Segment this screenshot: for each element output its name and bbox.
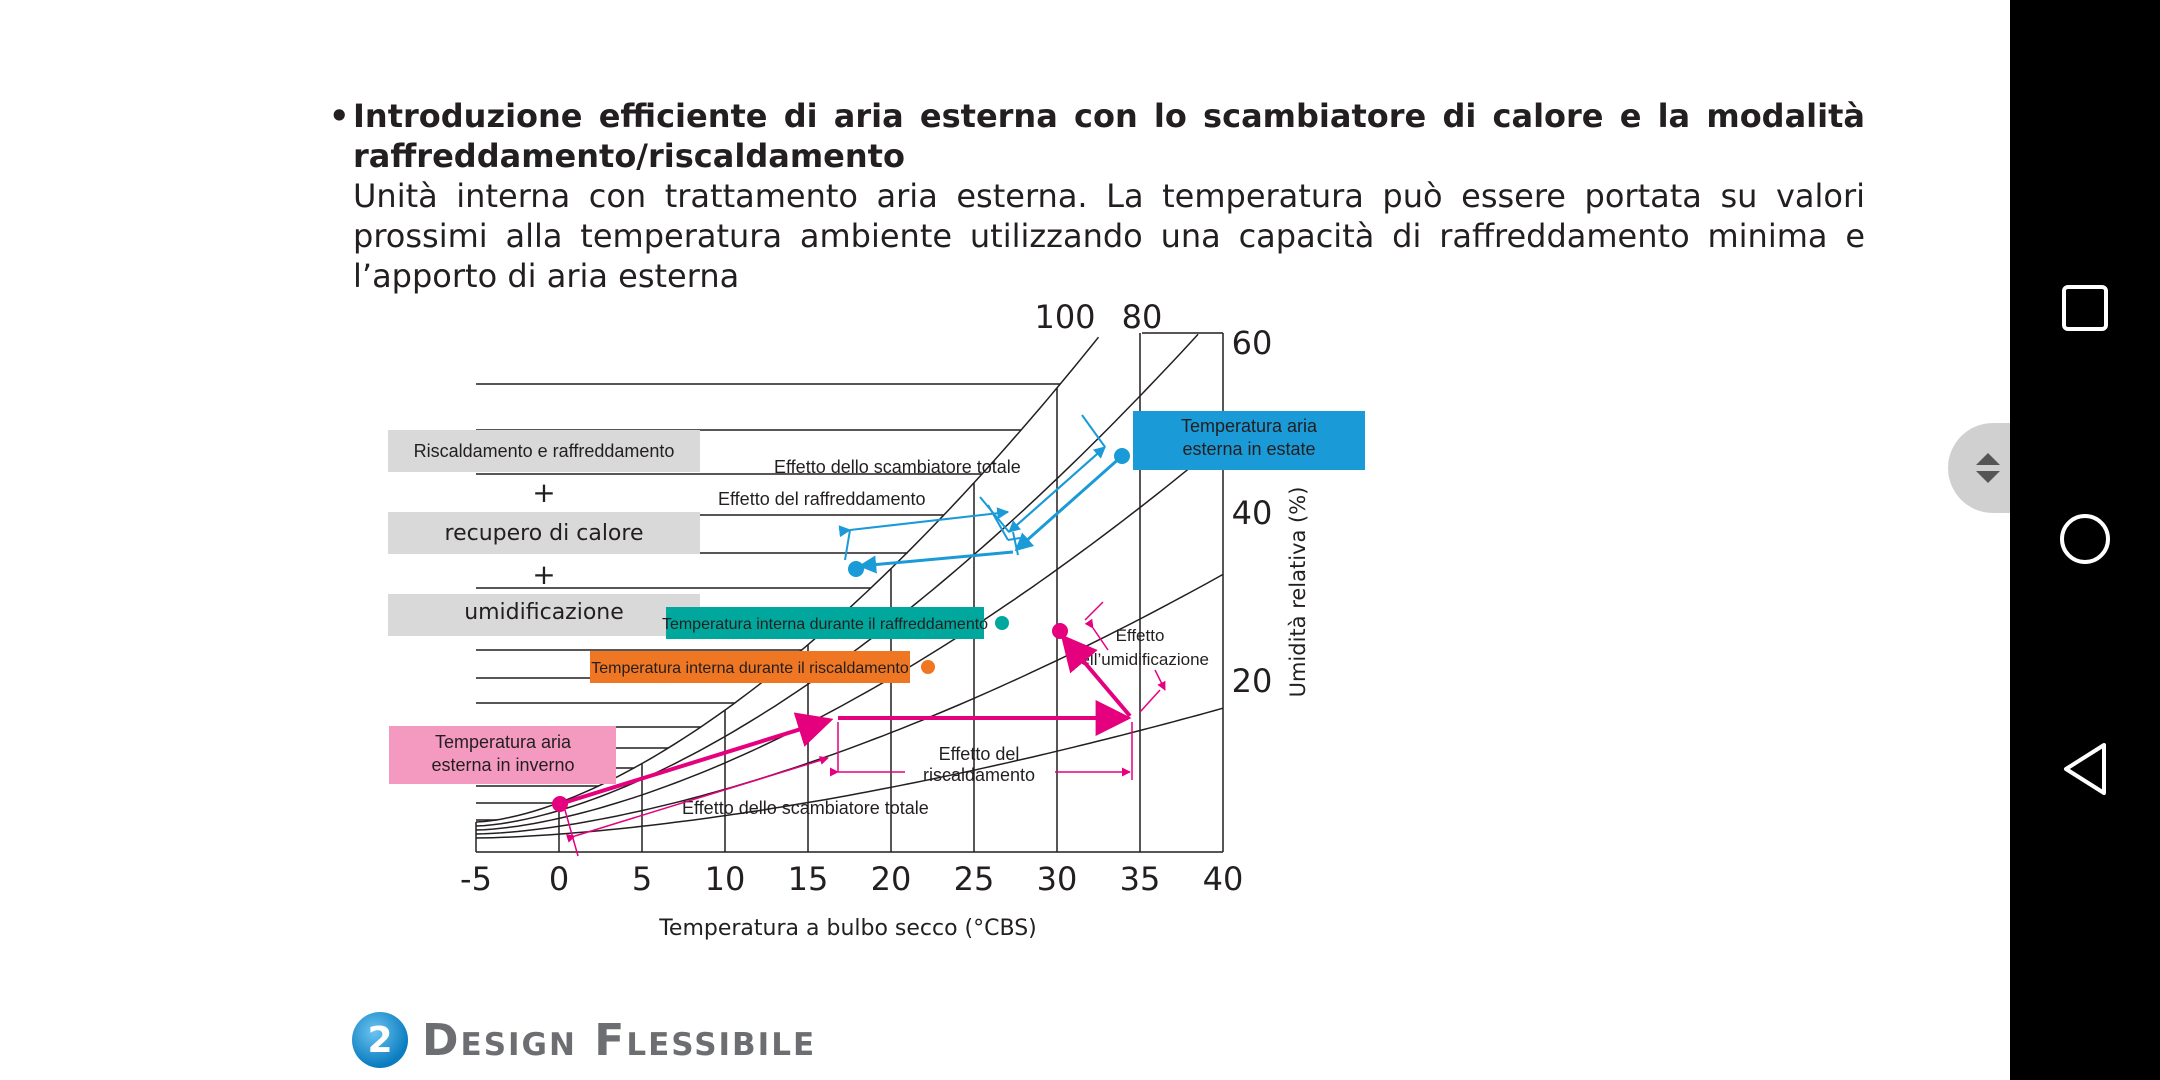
indoor-cooling-box: [666, 607, 984, 639]
section-heading: 2 Design Flessibile: [352, 1012, 816, 1068]
x-tick-label: 5: [632, 860, 652, 898]
x-tick-label: 20: [871, 860, 912, 898]
winter-indoor-point: [1052, 623, 1068, 639]
x-tick-label: 10: [705, 860, 746, 898]
summer-cooling-arrow: [858, 550, 1014, 574]
scroll-up-icon: [1976, 453, 2000, 465]
winter-ex-tick-1: [564, 809, 579, 857]
box-heating-cooling-text: Riscaldamento e raffreddamento: [414, 441, 675, 461]
winter-outdoor-text-2: esterna in inverno: [431, 755, 574, 775]
summer-process: [838, 414, 1130, 577]
winter-hum-dim-4: [1139, 689, 1161, 713]
summer-outdoor-text-1: Temperatura aria: [1181, 416, 1318, 436]
psychrometric-chart: -5 0 5 10 15 20 25 30 35 40 100 80 60 40 20 Umidi…: [388, 298, 1365, 941]
indoor-heating-text: Temperatura interna durante il riscaldam…: [591, 660, 909, 677]
summer-exchanger-arrow: [1014, 454, 1123, 552]
bullet-paragraph: • Introduzione efficiente di aria estern…: [329, 96, 1865, 296]
heating-effect-label-1: Effetto del: [939, 744, 1020, 764]
winter-hum-dim-1: [1084, 601, 1104, 621]
summer-outdoor-point: [1114, 448, 1130, 464]
box-humidification: [388, 594, 700, 636]
rh-label-100: 100: [1034, 298, 1095, 336]
x-axis-label: Temperatura a bulbo secco (°CBS): [658, 916, 1037, 941]
box-heat-recovery: [388, 512, 700, 554]
indoor-cooling-text: Temperatura interna durante il raffredda…: [662, 616, 988, 633]
x-tick-labels: -5 0 5 10 15 20 25 30 35 40: [460, 860, 1243, 898]
summer-outdoor-box: [1133, 411, 1365, 470]
rh-label-20: 20: [1232, 662, 1273, 700]
summer-cool-bracket-b: [838, 507, 1010, 538]
x-tick-label: 25: [954, 860, 995, 898]
indoor-heating-marker: [921, 660, 935, 674]
heating-effect-label-2: riscaldamento: [923, 765, 1035, 785]
humidification-effect-label-1: Effetto: [1116, 626, 1165, 645]
bullet-title: Introduzione efficiente di aria esterna …: [353, 97, 1865, 175]
summer-cool-bracket-c: [844, 529, 851, 561]
x-tick-label: 30: [1037, 860, 1078, 898]
winter-hum-dim-2: [1084, 618, 1109, 651]
winter-process: [552, 601, 1166, 857]
summer-ex-bracket-3: [1008, 446, 1106, 533]
box-heating-cooling: [388, 430, 700, 472]
plus-1: +: [532, 476, 555, 509]
x-tick-label: -5: [460, 860, 492, 898]
indoor-heating-box: [590, 651, 910, 683]
section-title: Design Flessibile: [422, 1014, 817, 1066]
home-button[interactable]: [2010, 484, 2160, 594]
winter-outdoor-point: [552, 796, 568, 812]
rh-label-60: 60: [1232, 324, 1273, 362]
recents-button[interactable]: [2010, 253, 2160, 363]
rh-label-80: 80: [1122, 298, 1163, 336]
back-button[interactable]: [2010, 714, 2160, 824]
plus-2: +: [532, 558, 555, 591]
summer-cool-bracket-a: [1012, 531, 1019, 556]
x-tick-label: 35: [1120, 860, 1161, 898]
summer-ex-bracket-1: [1081, 414, 1106, 448]
winter-ex-dim: [565, 756, 829, 843]
cooling-total-exchanger-label: Effetto dello scambiatore totale: [774, 457, 1021, 477]
heating-total-exchanger-label: Effetto dello scambiatore totale: [682, 798, 929, 818]
section-number-badge: 2: [352, 1012, 408, 1068]
home-icon: [2060, 514, 2110, 564]
winter-outdoor-text-1: Temperatura aria: [435, 732, 572, 752]
y-axis-label: Umidità relativa (%): [1286, 487, 1310, 698]
document-page: • Introduzione efficiente di aria estern…: [329, 96, 1865, 1068]
x-tick-label: 40: [1203, 860, 1244, 898]
box-heat-recovery-text: recupero di calore: [445, 521, 644, 546]
humidification-effect-label-2: dell’umidificazione: [1071, 650, 1209, 669]
x-tick-label: 15: [788, 860, 829, 898]
scroll-down-icon: [1976, 471, 2000, 483]
indoor-cooling-marker: [995, 616, 1009, 630]
bullet-body: Unità interna con trattamento aria ester…: [353, 177, 1865, 295]
summer-cool-bracket-d: [987, 504, 1009, 541]
rh-label-40: 40: [1232, 494, 1273, 532]
back-icon: [2064, 743, 2106, 795]
recents-icon: [2062, 285, 2108, 331]
android-nav-bar: [2010, 0, 2160, 1080]
summer-outdoor-text-2: esterna in estate: [1182, 439, 1315, 459]
summer-cool-bracket-e: [1007, 537, 1021, 541]
x-tick-label: 0: [549, 860, 569, 898]
cooling-effect-label: Effetto del raffreddamento: [718, 489, 925, 509]
box-humidification-text: umidificazione: [464, 600, 624, 625]
winter-humidification-arrow: [1060, 634, 1132, 718]
bullet-dot: •: [329, 97, 350, 135]
winter-hum-dim-3: [1154, 669, 1166, 691]
summer-indoor-point: [848, 561, 864, 577]
